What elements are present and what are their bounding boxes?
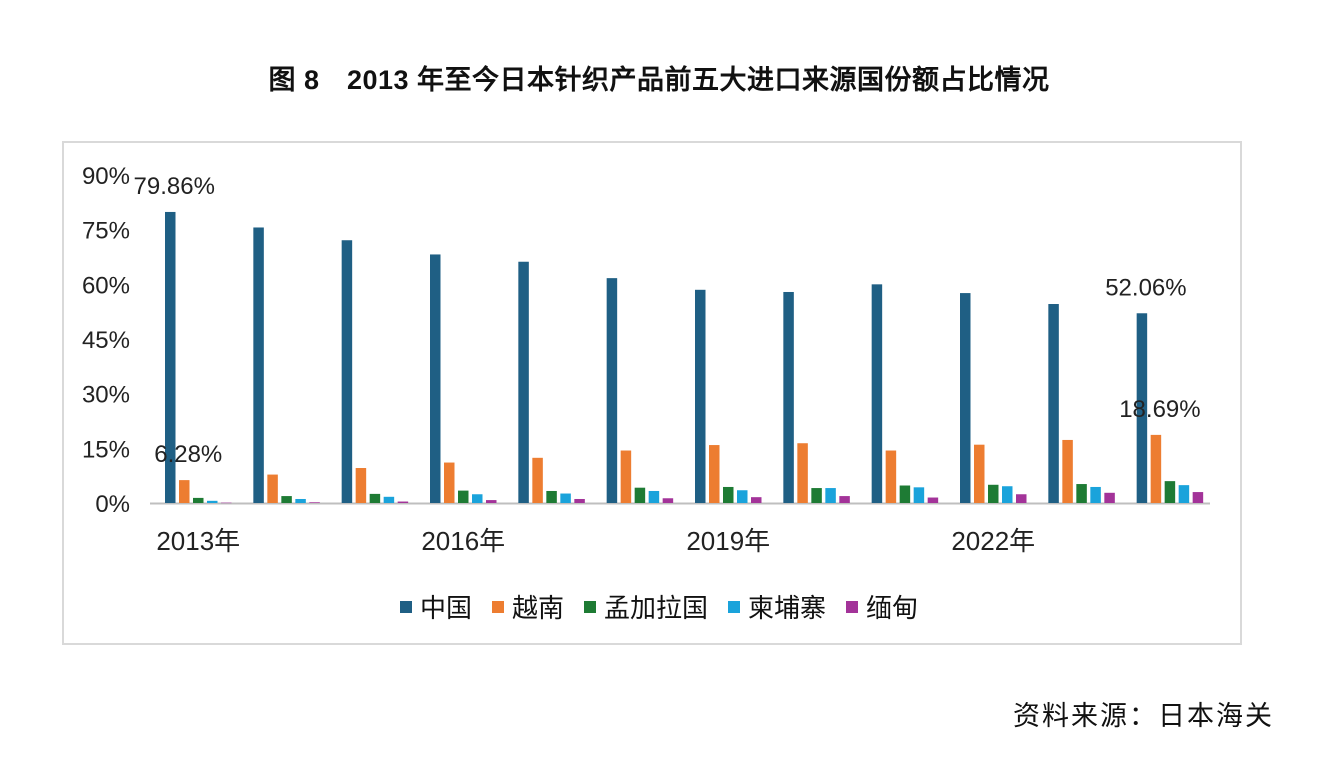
legend-label: 柬埔寨 bbox=[748, 593, 827, 623]
bar-中国-2018年 bbox=[606, 278, 618, 503]
bar-越南-2020年 bbox=[797, 443, 808, 503]
bar-中国-2019年 bbox=[695, 289, 706, 503]
legend-swatch bbox=[491, 600, 504, 613]
bar-孟加拉国-2017年 bbox=[546, 490, 557, 503]
legend-item: 孟加拉国 bbox=[583, 588, 708, 625]
bar-孟加拉国-2016年 bbox=[458, 490, 469, 503]
bar-越南-2022年 bbox=[974, 444, 985, 503]
bar-中国-2014年 bbox=[253, 227, 264, 504]
bar-中国-2017年 bbox=[518, 261, 529, 503]
y-tick-label: 15% bbox=[82, 436, 130, 463]
chart-frame bbox=[62, 141, 1242, 645]
bar-缅甸-2018年 bbox=[662, 498, 674, 503]
bar-缅甸-2021年 bbox=[927, 497, 939, 503]
bar-柬埔寨-2017年 bbox=[560, 493, 571, 503]
bar-缅甸-2017年 bbox=[574, 498, 585, 503]
y-tick-label: 90% bbox=[82, 163, 130, 190]
bar-孟加拉国-2013年 bbox=[193, 497, 204, 503]
legend-item: 中国 bbox=[399, 588, 472, 625]
data-label: 6.28% bbox=[154, 441, 222, 468]
x-tick-label: 2013年 bbox=[156, 526, 240, 556]
bar-越南-2014年 bbox=[267, 474, 278, 503]
bar-越南-2023年 bbox=[1062, 439, 1073, 503]
bar-中国-2024年 bbox=[1136, 313, 1148, 503]
bar-柬埔寨-2015年 bbox=[383, 496, 395, 503]
chart-legend: 中国 越南 孟加拉国 柬埔寨 缅甸 bbox=[0, 588, 1318, 625]
bar-缅甸-2015年 bbox=[397, 501, 409, 503]
legend-swatch bbox=[846, 600, 859, 613]
bar-孟加拉国-2019年 bbox=[723, 486, 734, 503]
y-tick-label: 30% bbox=[82, 382, 130, 409]
x-tick-label: 2016年 bbox=[421, 526, 505, 556]
bar-越南-2017年 bbox=[532, 457, 543, 503]
x-tick-label: 2019年 bbox=[686, 526, 770, 556]
data-label: 79.86% bbox=[134, 173, 215, 200]
legend-item: 柬埔寨 bbox=[728, 588, 826, 625]
bar-孟加拉国-2020年 bbox=[811, 488, 822, 503]
bar-缅甸-2014年 bbox=[309, 502, 320, 503]
y-tick-label: 45% bbox=[82, 327, 130, 354]
legend-item: 缅甸 bbox=[846, 588, 918, 625]
bar-缅甸-2013年 bbox=[221, 502, 232, 504]
bar-柬埔寨-2018年 bbox=[648, 490, 660, 503]
bar-柬埔寨-2024年 bbox=[1178, 485, 1190, 503]
bar-中国-2020年 bbox=[783, 291, 794, 503]
bar-孟加拉国-2014年 bbox=[281, 496, 292, 503]
bar-孟加拉国-2018年 bbox=[634, 487, 646, 503]
bar-越南-2024年 bbox=[1150, 434, 1162, 503]
legend-label: 孟加拉国 bbox=[603, 593, 708, 623]
source-note: 资料来源：日本海关 bbox=[1013, 701, 1274, 732]
bar-中国-2021年 bbox=[871, 284, 883, 503]
bar-中国-2023年 bbox=[1048, 304, 1059, 503]
bar-柬埔寨-2019年 bbox=[737, 490, 748, 503]
bar-柬埔寨-2020年 bbox=[825, 488, 836, 503]
bar-柬埔寨-2016年 bbox=[472, 494, 483, 503]
x-tick-label: 2022年 bbox=[951, 526, 1035, 556]
bar-孟加拉国-2023年 bbox=[1076, 484, 1087, 503]
bar-孟加拉国-2021年 bbox=[899, 485, 911, 503]
data-label: 18.69% bbox=[1119, 396, 1200, 423]
bar-越南-2019年 bbox=[709, 445, 720, 503]
bar-中国-2013年 bbox=[165, 211, 176, 504]
bar-缅甸-2016年 bbox=[486, 500, 497, 503]
y-tick-label: 0% bbox=[95, 491, 130, 518]
legend-item: 越南 bbox=[491, 588, 564, 625]
legend-swatch bbox=[399, 600, 412, 613]
bar-柬埔寨-2023年 bbox=[1090, 486, 1101, 503]
bar-缅甸-2019年 bbox=[751, 497, 762, 503]
legend-swatch bbox=[583, 600, 596, 613]
bar-柬埔寨-2022年 bbox=[1002, 486, 1013, 503]
bar-中国-2015年 bbox=[341, 240, 353, 504]
bar-缅甸-2023年 bbox=[1104, 492, 1115, 503]
bar-越南-2013年 bbox=[179, 480, 190, 503]
bar-越南-2018年 bbox=[620, 450, 632, 503]
data-label: 52.06% bbox=[1105, 274, 1186, 301]
legend-label: 缅甸 bbox=[866, 593, 919, 623]
bar-中国-2016年 bbox=[430, 254, 441, 503]
legend-swatch bbox=[728, 600, 740, 613]
bar-中国-2022年 bbox=[960, 293, 971, 503]
bar-孟加拉国-2015年 bbox=[369, 493, 381, 503]
bar-柬埔寨-2013年 bbox=[207, 500, 218, 503]
bar-柬埔寨-2021年 bbox=[913, 487, 925, 503]
bar-孟加拉国-2022年 bbox=[988, 484, 999, 503]
legend-label: 中国 bbox=[419, 593, 472, 623]
legend-label: 越南 bbox=[511, 593, 564, 623]
bar-孟加拉国-2024年 bbox=[1164, 481, 1176, 503]
bar-越南-2021年 bbox=[885, 450, 897, 503]
bar-缅甸-2022年 bbox=[1016, 494, 1027, 503]
bar-越南-2015年 bbox=[355, 468, 367, 503]
bar-缅甸-2020年 bbox=[839, 496, 850, 503]
bar-缅甸-2024年 bbox=[1192, 492, 1204, 503]
y-tick-label: 75% bbox=[82, 218, 130, 245]
bar-柬埔寨-2014年 bbox=[295, 498, 306, 503]
chart-title: 图 8 2013 年至今日本针织产品前五大进口来源国份额占比情况 bbox=[268, 65, 1050, 95]
y-tick-label: 60% bbox=[82, 272, 130, 299]
bar-越南-2016年 bbox=[444, 462, 455, 503]
